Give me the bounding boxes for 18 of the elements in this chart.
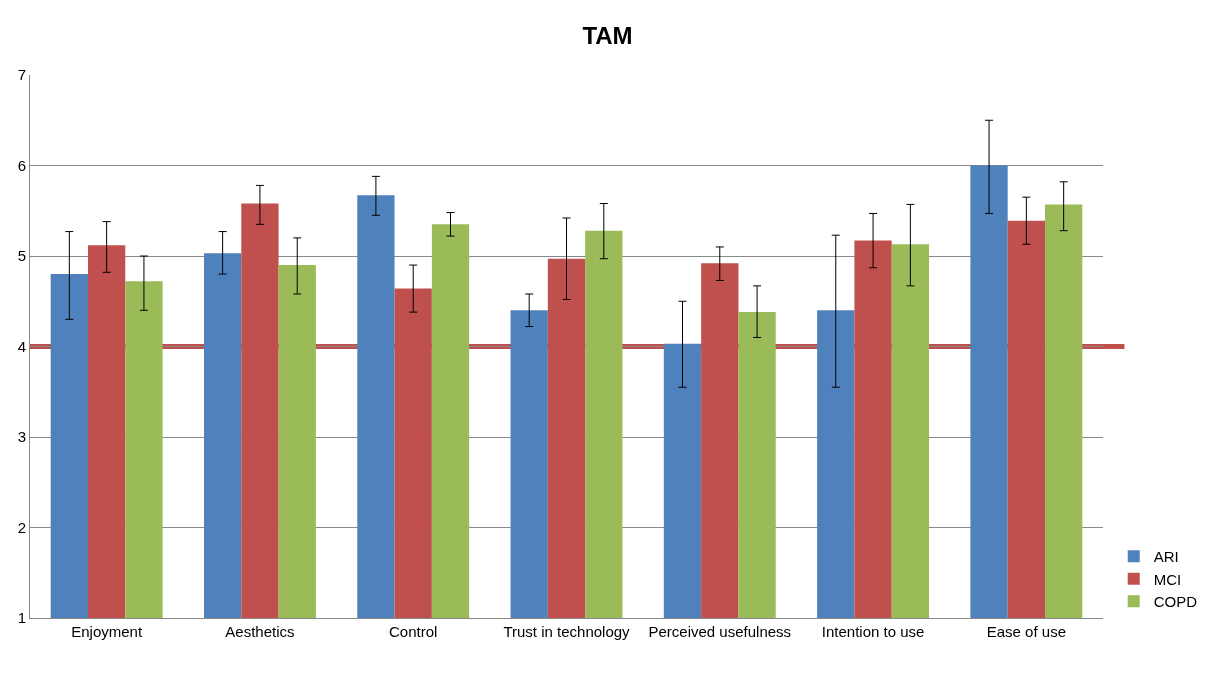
x-tick-label: Trust in technology (503, 623, 631, 640)
y-tick-label: 7 (17, 66, 26, 84)
x-tick-label: Perceived usefulness (648, 623, 792, 640)
y-tick-label: 6 (17, 156, 26, 174)
legend-label: ARI (1153, 548, 1179, 566)
y-tick-label: 2 (17, 518, 26, 536)
y-tick-label: 3 (17, 428, 26, 446)
x-tick-label: Ease of use (986, 623, 1066, 640)
legend-label: MCI (1153, 570, 1182, 588)
x-tick-label: Intention to use (821, 623, 925, 640)
x-tick-label: Enjoyment (71, 623, 143, 640)
x-tick-label: Control (389, 623, 438, 640)
legend-label: COPD (1153, 593, 1198, 611)
y-tick-label: 5 (17, 247, 26, 265)
y-tick-label: 4 (17, 337, 26, 355)
y-tick-label: 1 (17, 609, 26, 627)
x-tick-label: Aesthetics (225, 623, 295, 640)
chart-title: TAM (582, 22, 633, 50)
